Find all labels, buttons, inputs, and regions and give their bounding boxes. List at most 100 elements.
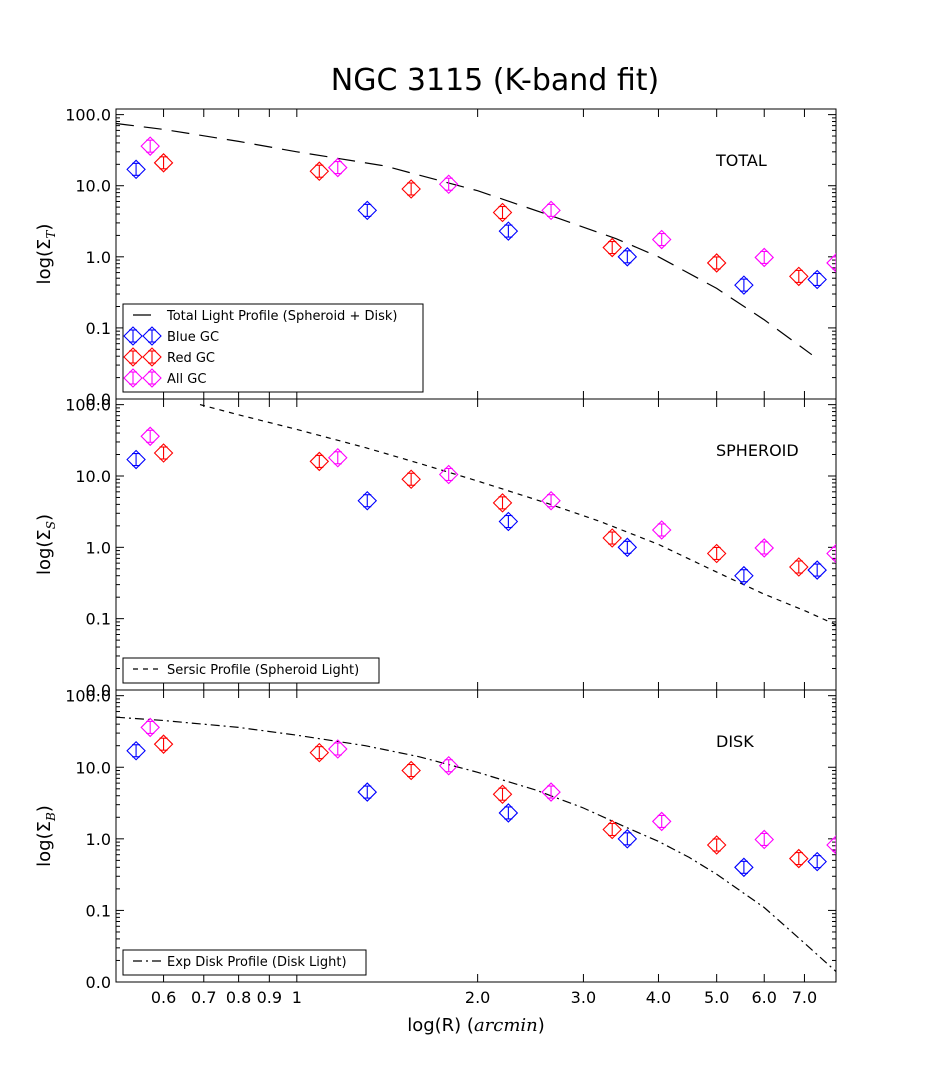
y-axis-label: log(ΣB) [34,805,58,867]
gc-point-all-gc [754,247,775,268]
chart-title: NGC 3115 (K-band fit) [331,63,660,98]
panel-plot-area [116,716,836,972]
y-axis-label-sigma: Σ [34,529,55,540]
gc-point-red-gc [401,179,421,199]
gc-point-blue-gc [126,740,146,761]
legend-marker [123,368,143,388]
gc-point-red-gc [602,237,622,258]
gc-point-red-gc [602,819,622,840]
gc-point-red-gc [706,253,727,273]
gc-point-red-gc [401,469,421,490]
gc-point-blue-gc [617,537,638,558]
model-curve [116,716,836,972]
gc-point-all-gc [541,782,561,802]
gc-point-blue-gc [498,511,519,532]
x-axis-label-suffix: ) [538,1015,545,1036]
gc-point-red-gc [492,493,513,513]
legend-marker [123,347,143,367]
gc-point-red-gc [706,835,727,855]
gc-point-red-gc [706,543,727,564]
y-tick-label: 100.0 [65,106,111,125]
gc-point-red-gc [789,266,809,287]
gc-point-red-gc [789,557,809,577]
gc-point-all-gc [826,253,836,273]
y-tick-label: 100.0 [65,396,111,415]
gc-point-blue-gc [734,275,754,295]
gc-point-blue-gc [498,221,519,241]
gc-point-all-gc [651,811,672,832]
x-tick-label: 4.0 [646,988,671,1007]
gc-point-blue-gc [617,829,638,849]
y-tick-label: 100.0 [65,687,111,706]
x-tick-label: 6.0 [752,988,777,1007]
gc-point-blue-gc [734,565,754,586]
y-tick-label: 0.1 [86,610,111,629]
x-tick-label: 5.0 [704,988,729,1007]
legend-box [122,657,380,684]
legend-marker [142,347,162,367]
y-tick-label: 0.0 [86,681,111,700]
gc-point-all-gc [328,739,348,759]
gc-point-red-gc [153,734,174,754]
gc-point-blue-gc [734,857,754,878]
gc-point-blue-gc [357,782,378,802]
legend-entry: Exp Disk Profile (Disk Light) [167,955,347,970]
x-axis-label-prefix: log(R) ( [407,1015,474,1036]
gc-point-all-gc [140,136,160,156]
y-tick-label: 10.0 [75,467,111,486]
y-axis-label: log(ΣT) [34,224,58,285]
model-curve [116,122,813,356]
x-tick-label: 7.0 [792,988,817,1007]
y-axis-label-text: log( [34,832,55,866]
legend-box [122,303,424,393]
legend-marker [142,368,162,388]
y-axis-label-sub: S [44,521,58,529]
y-axis-label-sigma: Σ [34,239,55,250]
gc-point-all-gc [651,520,672,540]
gc-point-blue-gc [807,851,827,872]
gc-point-red-gc [309,161,330,181]
panel-total: 0.0 0.1 1.0 10.0 100.0 log(ΣT) TOTAL Total Ligh… [34,106,837,409]
gc-point-all-gc [328,157,348,178]
gc-point-blue-gc [807,269,827,290]
gc-point-all-gc [826,543,836,564]
gc-point-red-gc [153,443,174,463]
gc-point-all-gc [438,464,459,485]
panel-spheroid: 0.0 0.1 1.0 10.0 100.0 log(ΣS) SPHEROID Sersic … [34,396,837,700]
y-axis-label: log(ΣS) [34,514,58,575]
y-tick-label: 1.0 [86,538,111,557]
gc-point-blue-gc [357,200,378,221]
gc-point-all-gc [541,200,561,221]
x-tick-label: 0.9 [257,988,282,1007]
gc-point-all-gc [140,717,160,738]
y-axis-label-text: log( [34,250,55,284]
y-tick-label: 0.0 [86,973,111,992]
panel-label: SPHEROID [716,441,799,460]
legend-entry: Sersic Profile (Spheroid Light) [167,663,359,678]
gc-point-red-gc [401,760,421,781]
legend-entry: Red GC [167,351,215,366]
legend-box [122,949,367,976]
legend: Total Light Profile (Spheroid + Disk) Blu… [122,303,424,393]
gc-point-blue-gc [126,159,146,180]
legend: Sersic Profile (Spheroid Light) [122,657,380,684]
x-tick-label: 3.0 [571,988,596,1007]
panel-plot-area [116,122,836,356]
gc-point-red-gc [309,742,330,763]
gc-point-blue-gc [807,560,827,580]
gc-point-red-gc [309,451,330,472]
x-tick-label: 0.8 [226,988,251,1007]
gc-point-all-gc [754,538,775,558]
gc-point-red-gc [492,202,513,223]
x-axis-label-math: arcmin [474,1015,538,1036]
y-axis-label-text: log( [34,541,55,575]
gc-point-all-gc [140,426,160,447]
panel-label: DISK [716,732,754,751]
y-axis-label-sigma: Σ [34,821,55,832]
gc-point-all-gc [541,490,561,511]
gc-point-blue-gc [498,803,519,823]
x-tick-label: 0.6 [151,988,176,1007]
gc-point-blue-gc [126,449,146,470]
x-axis-label: log(R) (arcmin) [407,1015,545,1036]
